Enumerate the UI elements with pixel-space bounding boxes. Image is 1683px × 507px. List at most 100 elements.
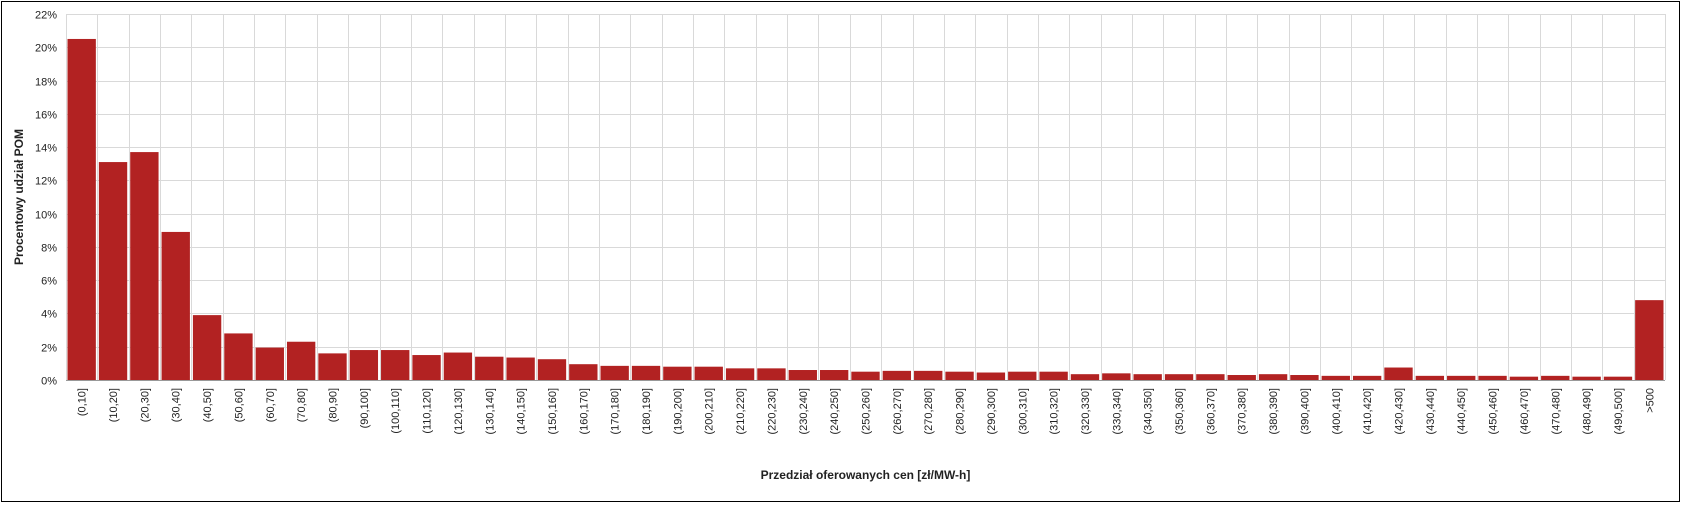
bar-46 (1509, 376, 1539, 380)
x-tick-label: (240,250] (829, 388, 841, 434)
bar-7 (286, 341, 316, 380)
x-tick-label: (370,380] (1237, 388, 1249, 434)
bar-9 (349, 350, 379, 380)
x-tick-label: (110,120] (422, 388, 434, 434)
x-tick-label: (390,400] (1299, 388, 1311, 434)
bar-11 (412, 355, 441, 380)
bar-18 (631, 365, 661, 380)
bar-4 (192, 315, 222, 380)
x-tick-label: (440,450] (1456, 388, 1468, 434)
y-tick-label: 4% (41, 309, 57, 321)
bar-40 (1321, 375, 1350, 380)
y-tick-label: 0% (41, 376, 57, 388)
x-tick-label: (40,50] (202, 388, 214, 422)
bar-8 (318, 353, 347, 380)
x-tick-label: (170,180] (610, 388, 622, 434)
x-tick-label: (120,130] (453, 388, 465, 434)
bars (67, 38, 1664, 381)
bar-37 (1227, 375, 1256, 380)
y-tick-label: 22% (35, 10, 57, 22)
bar-25 (851, 371, 880, 380)
x-tick-label: (480,490] (1582, 388, 1594, 434)
y-tick-label: 20% (35, 43, 57, 55)
y-tick-label: 12% (35, 176, 57, 188)
x-tick-label: (100,110] (390, 388, 402, 434)
x-tick-label: (70,80] (296, 388, 308, 422)
x-tick-label: (230,240] (798, 388, 810, 434)
x-tick-label: (270,280] (923, 388, 935, 434)
bar-10 (381, 350, 410, 380)
bar-35 (1164, 374, 1194, 380)
x-tick-label: (260,270] (892, 388, 904, 434)
bar-32 (1070, 374, 1100, 380)
bar-0 (67, 38, 96, 381)
bar-34 (1133, 374, 1162, 380)
x-tick-label: (180,190] (641, 388, 653, 434)
bar-50 (1635, 300, 1664, 380)
bar-22 (757, 368, 786, 380)
x-tick-label: (470,480] (1550, 388, 1562, 434)
x-tick-label: (190,200] (672, 388, 684, 434)
y-tick-label: 6% (41, 276, 57, 288)
bar-12 (443, 352, 473, 380)
bar-31 (1039, 371, 1068, 380)
bar-43 (1415, 375, 1445, 380)
x-tick-label: (450,460] (1488, 388, 1500, 434)
x-tick-label: (10,20] (108, 388, 120, 422)
x-tick-label: (30,40] (171, 388, 183, 422)
bar-44 (1447, 375, 1476, 380)
x-tick-label: (150,160] (547, 388, 559, 434)
bar-2 (130, 152, 159, 380)
bar-47 (1541, 375, 1570, 380)
x-tick-label: (280,290] (955, 388, 967, 434)
bar-45 (1478, 375, 1507, 380)
bar-48 (1572, 376, 1601, 380)
bar-41 (1352, 375, 1382, 380)
x-tick-label: (200,210] (704, 388, 716, 434)
bar-39 (1290, 375, 1319, 380)
bar-13 (475, 356, 504, 380)
bar-17 (600, 365, 629, 380)
bar-42 (1384, 367, 1413, 380)
x-tick-label: (50,60] (233, 388, 245, 422)
x-tick-label: (290,300] (986, 388, 998, 434)
bar-49 (1603, 376, 1633, 380)
x-tick-label: (60,70] (265, 388, 277, 422)
bar-6 (255, 347, 284, 380)
x-tick-label: (220,230] (766, 388, 778, 434)
bar-30 (1008, 371, 1037, 380)
bar-14 (506, 357, 535, 380)
x-tick-label: (430,440] (1425, 388, 1437, 434)
x-tick-label: (140,150] (516, 388, 528, 434)
y-tick-label: 14% (35, 143, 57, 155)
x-tick-label: (490,500] (1613, 388, 1625, 434)
x-tick-label: (80,90] (328, 388, 340, 422)
bar-26 (882, 370, 912, 380)
x-tick-label: (460,470] (1519, 388, 1531, 434)
y-tick-label: 8% (41, 243, 57, 255)
bar-36 (1196, 374, 1225, 380)
y-tick-label: 18% (35, 77, 57, 89)
y-axis-ticks: 0% 2% 4% 6% 8% 10% 12% 14% 16% 18% 20% 22% (35, 10, 57, 388)
x-tick-label: (360,370] (1205, 388, 1217, 434)
x-tick-label: (400,410] (1331, 388, 1343, 434)
x-tick-label: (250,260] (861, 388, 873, 434)
x-tick-label: (340,350] (1143, 388, 1155, 434)
x-tick-label: (130,140] (484, 388, 496, 434)
x-axis-ticks: (0,10] (10,20] (20,30] (30,40] (40,50] (50,60… (77, 388, 1657, 434)
x-tick-label: (20,30] (139, 388, 151, 422)
bar-24 (819, 370, 849, 380)
bar-29 (976, 372, 1006, 380)
y-axis-title: Procentowy udział POM (12, 129, 26, 265)
bar-3 (161, 231, 190, 380)
x-tick-label: (210,220] (735, 388, 747, 434)
x-tick-label: (0,10] (77, 388, 89, 416)
x-axis-title: Przedział oferowanych cen [zł/MW-h] (761, 468, 971, 482)
bar-21 (725, 368, 755, 380)
x-tick-label: (90,100] (359, 388, 371, 428)
bar-33 (1102, 373, 1131, 380)
x-tick-label: (350,360] (1174, 388, 1186, 434)
x-tick-label: (410,420] (1362, 388, 1374, 434)
